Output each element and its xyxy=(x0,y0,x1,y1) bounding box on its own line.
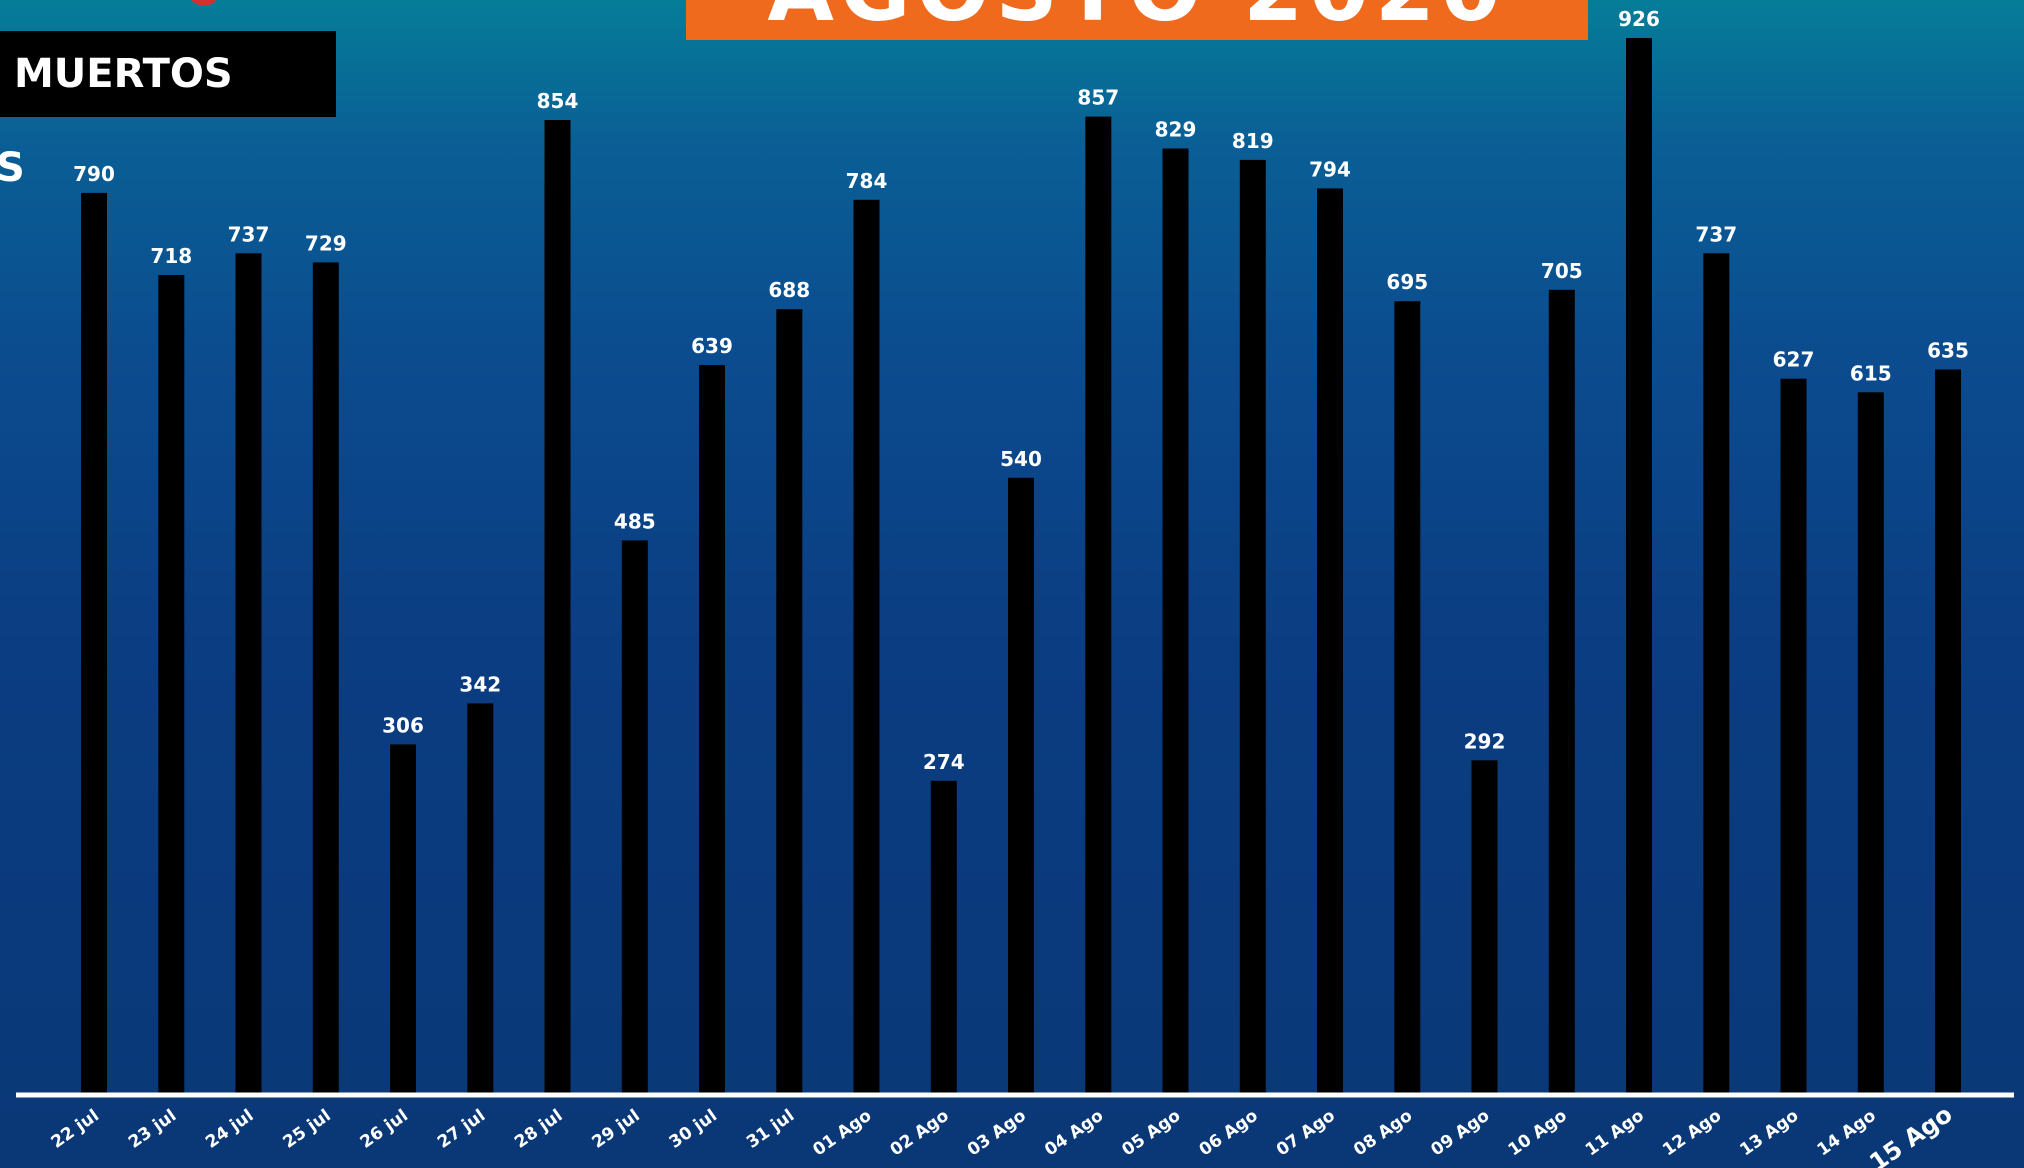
tick-label-23-jul: 23 jul xyxy=(125,1106,180,1153)
bar-15-ago xyxy=(1935,369,1961,1093)
tick-label-13-ago: 13 Ago xyxy=(1736,1106,1802,1161)
bar-27-jul xyxy=(467,703,494,1093)
value-labels-group: 790 718 737 729 306 342 854 485 639 688 784 274 540 8… xyxy=(73,7,1969,774)
tick-label-05-ago: 05 Ago xyxy=(1118,1106,1184,1161)
tick-label-29-jul: 29 jul xyxy=(588,1106,643,1153)
tick-label-09-ago: 09 Ago xyxy=(1427,1106,1493,1161)
tick-label-24-jul: 24 jul xyxy=(202,1106,257,1153)
bar-01-ago xyxy=(853,199,880,1094)
tick-label-10-ago: 10 Ago xyxy=(1505,1106,1571,1161)
bar-29-jul xyxy=(621,540,648,1093)
value-label-31-jul: 688 xyxy=(768,278,810,302)
bar-11-ago xyxy=(1626,38,1652,1093)
side-text-fragment: S xyxy=(0,145,25,191)
value-label-24-jul: 737 xyxy=(228,222,270,246)
bar-10-ago xyxy=(1548,289,1575,1093)
tick-label-25-jul: 25 jul xyxy=(279,1106,334,1153)
value-label-14-ago: 615 xyxy=(1850,361,1892,385)
value-label-01-ago: 784 xyxy=(846,169,888,193)
value-label-13-ago: 627 xyxy=(1773,348,1815,372)
bar-24-jul xyxy=(235,253,262,1094)
tick-labels-group: 22 jul 23 jul 24 jul 25 jul 26 jul 27 jul 28 j… xyxy=(48,1100,1958,1168)
tick-label-27-jul: 27 jul xyxy=(434,1106,489,1153)
bar-05-ago xyxy=(1162,148,1189,1093)
value-label-15-ago: 635 xyxy=(1927,339,1969,363)
bar-12-ago xyxy=(1703,253,1730,1094)
value-label-07-ago: 794 xyxy=(1309,157,1351,181)
value-label-25-jul: 729 xyxy=(305,231,347,255)
value-label-12-ago: 737 xyxy=(1695,222,1737,246)
value-label-11-ago: 926 xyxy=(1618,7,1660,31)
tick-label-01-ago: 01 Ago xyxy=(809,1106,875,1161)
tick-label-31-jul: 31 jul xyxy=(743,1106,798,1153)
tick-label-04-ago: 04 Ago xyxy=(1041,1106,1107,1161)
bar-06-ago xyxy=(1239,159,1266,1093)
value-label-08-ago: 695 xyxy=(1386,270,1428,294)
value-label-10-ago: 705 xyxy=(1541,259,1583,283)
value-label-02-ago: 274 xyxy=(923,750,965,774)
tick-label-03-ago: 03 Ago xyxy=(964,1106,1030,1161)
bar-22-jul xyxy=(81,192,107,1093)
tick-label-12-ago: 12 Ago xyxy=(1659,1106,1725,1161)
value-label-26-jul: 306 xyxy=(382,713,424,737)
bar-02-ago xyxy=(930,780,957,1093)
value-label-29-jul: 485 xyxy=(614,509,656,533)
value-label-06-ago: 819 xyxy=(1232,129,1274,153)
value-label-03-ago: 540 xyxy=(1000,447,1042,471)
chart-title: AGOSTO 2020 xyxy=(686,0,1588,34)
value-label-27-jul: 342 xyxy=(459,672,501,696)
bar-31-jul xyxy=(776,309,803,1093)
value-label-09-ago: 292 xyxy=(1464,729,1506,753)
tick-label-26-jul: 26 jul xyxy=(357,1106,412,1153)
tick-label-07-ago: 07 Ago xyxy=(1273,1106,1339,1161)
bar-09-ago xyxy=(1471,760,1498,1093)
tick-label-02-ago: 02 Ago xyxy=(887,1106,953,1161)
bar-26-jul xyxy=(390,744,416,1093)
bar-25-jul xyxy=(312,262,339,1093)
muertos-badge: MUERTOS xyxy=(0,31,336,117)
tick-label-30-jul: 30 jul xyxy=(666,1106,721,1153)
value-label-05-ago: 829 xyxy=(1155,118,1197,142)
tick-label-08-ago: 08 Ago xyxy=(1350,1106,1416,1161)
bar-23-jul xyxy=(158,275,185,1093)
value-label-30-jul: 639 xyxy=(691,334,733,358)
tick-label-28-jul: 28 jul xyxy=(511,1106,566,1153)
bars-group xyxy=(81,38,1961,1094)
tick-label-22-jul: 22 jul xyxy=(48,1106,103,1153)
bar-04-ago xyxy=(1085,116,1112,1094)
bar-03-ago xyxy=(1008,477,1034,1093)
bar-28-jul xyxy=(544,120,571,1093)
tick-label-15-ago: 15 Ago xyxy=(1864,1100,1957,1168)
bar-13-ago xyxy=(1780,378,1807,1093)
value-label-28-jul: 854 xyxy=(537,89,579,113)
value-label-04-ago: 857 xyxy=(1077,86,1119,110)
tick-label-11-ago: 11 Ago xyxy=(1582,1106,1648,1161)
logo-fragment xyxy=(188,0,220,6)
bar-07-ago xyxy=(1317,188,1343,1093)
bar-30-jul xyxy=(699,365,725,1093)
bar-14-ago xyxy=(1857,392,1884,1093)
title-banner: AGOSTO 2020 xyxy=(686,0,1588,40)
value-label-22-jul: 790 xyxy=(73,162,115,186)
tick-label-06-ago: 06 Ago xyxy=(1196,1106,1262,1161)
value-label-23-jul: 718 xyxy=(150,244,192,268)
bar-08-ago xyxy=(1394,301,1421,1093)
